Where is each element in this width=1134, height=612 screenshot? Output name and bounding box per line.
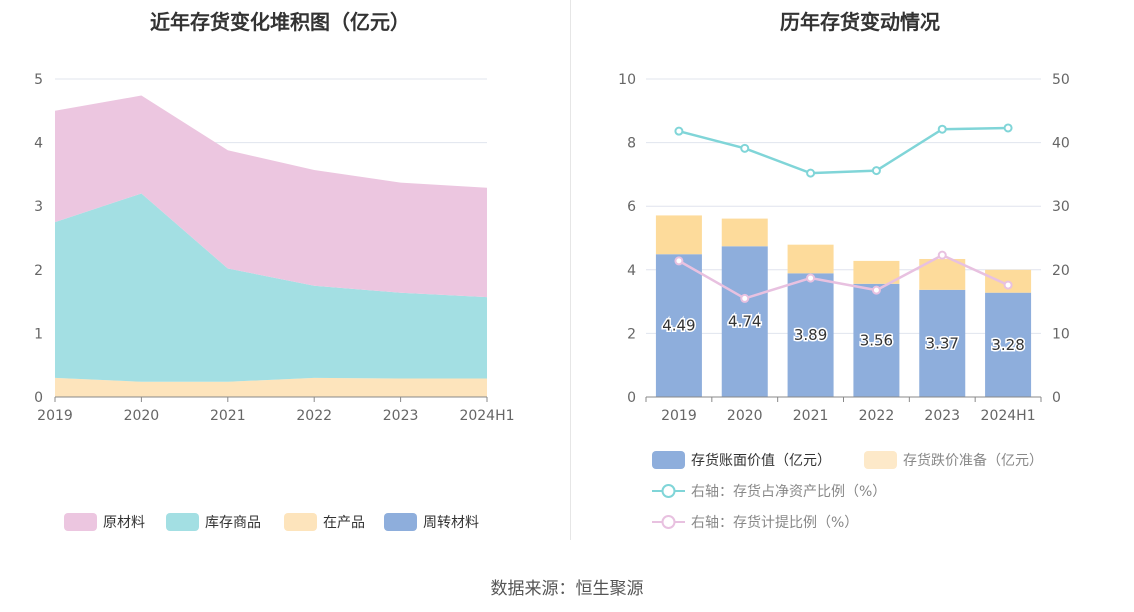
point-line_net [1003,123,1013,133]
point-line_net [740,143,750,153]
area-wip [55,377,487,397]
right-y-tick-label: 10 [618,72,636,88]
legend-label-turnover: 周转材料 [423,515,479,531]
legend-label-impairment: 存货跌价准备（亿元） [903,452,1043,469]
legend-label-wip: 在产品 [323,515,365,531]
legend-label-book-value: 存货账面价值（亿元） [691,452,831,469]
point-line_net [674,126,684,136]
left-x-tick-label: 2020 [124,408,160,424]
left-x-tick-label: 2023 [383,408,419,424]
right-y-tick-label: 0 [627,390,636,406]
line-line_net [678,126,1009,175]
bar-value-label: 4.74 [728,313,761,331]
right-x-tick-label: 2024H1 [981,408,1036,424]
right-y2-tick-label: 30 [1052,199,1070,215]
legend-marker-line_net [661,484,676,498]
bar-value-label: 4.49 [662,317,695,335]
right-y2-tick-label: 50 [1052,72,1070,88]
area-finished [55,193,487,382]
point-line_prov [937,250,947,260]
right-y-tick-label: 4 [627,263,636,279]
right-x-tick-label: 2020 [727,408,763,424]
bar-impairment [655,215,702,255]
point-line_prov [806,273,816,283]
legend-label-line_prov: 右轴：存货计提比例（%） [691,514,858,531]
bar-book-value [853,283,900,397]
point-line_prov [1003,280,1013,290]
right-y2-tick-label: 10 [1052,326,1070,342]
legend-swatch-turnover [384,513,417,531]
data-source-note: 数据来源：恒生聚源 [490,579,644,599]
right-x-tick-label: 2022 [859,408,895,424]
right-y2-tick-label: 0 [1052,390,1061,406]
right-y-tick-label: 6 [627,199,636,215]
bar-value-label: 3.37 [926,334,959,352]
point-line_prov [674,256,684,266]
left-y-tick-label: 2 [34,263,43,279]
legend-swatch-raw [64,513,97,531]
bar-value-label: 3.89 [794,326,827,344]
chart-divider [570,0,571,540]
bar-value-label: 3.56 [860,331,893,349]
point-line_prov [871,285,881,295]
right-y-tick-label: 8 [627,136,636,152]
bar-book-value [787,273,834,397]
right-y-tick-label: 2 [627,326,636,342]
left-chart-title: 近年存货变化堆积图（亿元） [150,10,410,34]
legend-swatch-wip [284,513,317,531]
stacked-area-chart: 0 1 2 3 4 5 2019 2020 2021 2022 2023 2024H1 原材料 库存商品 在… [34,72,515,531]
right-y2-tick-label: 20 [1052,263,1070,279]
bar-impairment [721,218,768,247]
right-y2-tick-label: 40 [1052,136,1070,152]
left-x-tick-label: 2021 [210,408,246,424]
bar-impairment [853,260,900,284]
right-x-tick-label: 2023 [924,408,960,424]
area-raw [55,95,487,298]
left-x-tick-label: 2024H1 [459,408,514,424]
left-y-tick-label: 1 [34,326,43,342]
line-line_prov [678,253,1009,300]
right-chart-title: 历年存货变动情况 [780,10,940,34]
legend-label-line_net: 右轴：存货占净资产比例（%） [691,483,886,500]
legend-marker-line_prov [661,515,676,529]
bar-value-label: 3.28 [991,336,1024,354]
point-line_net [806,168,816,178]
bar-book-value [721,246,768,397]
left-x-tick-label: 2022 [296,408,332,424]
left-y-tick-label: 4 [34,136,43,152]
right-x-tick-label: 2021 [793,408,829,424]
legend-label-finished: 库存商品 [205,515,261,531]
point-line_net [937,124,947,134]
left-y-tick-label: 3 [34,199,43,215]
bar-impairment [787,244,834,274]
left-x-tick-label: 2019 [37,408,73,424]
left-y-tick-label: 5 [34,72,43,88]
legend-label-raw: 原材料 [103,515,145,531]
right-x-tick-label: 2019 [661,408,697,424]
point-line_prov [740,293,750,303]
legend-swatch-finished [166,513,199,531]
point-line_net [871,166,881,176]
inventory-bar-line-chart: 0 2 4 6 8 10 0 10 20 30 40 50 2019 2020 2021 2022 2023 20… [618,72,1070,531]
left-y-tick-label: 0 [34,390,43,406]
bar-book-value [985,292,1032,397]
legend-swatch-book-value [652,451,685,469]
bar-book-value [919,289,966,397]
legend-swatch-impairment [864,451,897,469]
bar-book-value [655,254,702,397]
